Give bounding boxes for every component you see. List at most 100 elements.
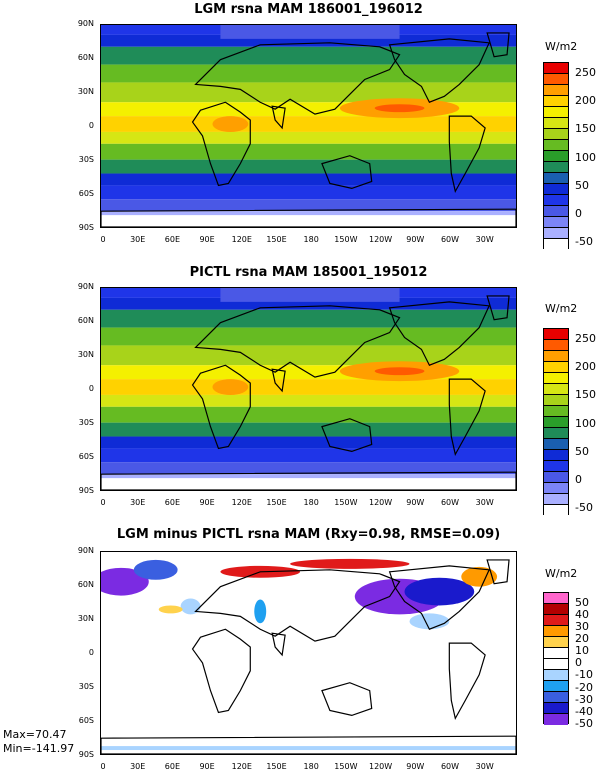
y-tick-label: 30N bbox=[77, 614, 94, 623]
x-tick-label: 180 bbox=[303, 762, 319, 771]
field-patch-core bbox=[374, 104, 425, 113]
legend-unit: W/m2 bbox=[545, 40, 578, 53]
field-band-3 bbox=[101, 327, 516, 346]
legend-level-label: 10 bbox=[575, 644, 589, 658]
coastline-3 bbox=[321, 418, 373, 452]
legend-level-label: 50 bbox=[575, 596, 589, 609]
color-legend bbox=[543, 328, 569, 516]
legend-swatch bbox=[544, 714, 568, 725]
field-antarctic bbox=[101, 215, 516, 227]
field-band-4 bbox=[101, 82, 516, 103]
field-band-6 bbox=[101, 379, 516, 395]
x-tick-label: 60W bbox=[440, 498, 460, 507]
coastline-0 bbox=[191, 101, 251, 187]
x-tick-label: 150W bbox=[334, 762, 358, 771]
x-tick-label: 150E bbox=[266, 762, 287, 771]
legend-swatch bbox=[544, 239, 568, 250]
y-tick-label: 90N bbox=[77, 19, 94, 28]
legend-unit: W/m2 bbox=[545, 302, 578, 315]
x-tick-label: 90E bbox=[199, 498, 215, 507]
legend-swatch bbox=[544, 373, 568, 384]
y-tick-label: 60S bbox=[78, 452, 94, 461]
x-tick-label: 90W bbox=[406, 498, 425, 507]
legend-swatch bbox=[544, 439, 568, 450]
y-tick-label: 90N bbox=[77, 282, 94, 291]
x-tick-label: 120E bbox=[231, 762, 252, 771]
field-band-8 bbox=[101, 143, 516, 160]
legend-swatch bbox=[544, 329, 568, 340]
legend-swatch bbox=[544, 340, 568, 351]
color-legend bbox=[543, 592, 569, 725]
field-arctic bbox=[220, 288, 400, 302]
y-tick-label: 60S bbox=[78, 716, 94, 725]
x-tick-label: 30E bbox=[130, 762, 146, 771]
coastline-0 bbox=[191, 364, 251, 450]
legend-swatch bbox=[544, 505, 568, 516]
legend-swatch bbox=[544, 63, 568, 74]
legend-level-label: 30 bbox=[575, 620, 589, 634]
legend-unit: W/m2 bbox=[545, 567, 578, 580]
field-band-4 bbox=[101, 345, 516, 366]
y-tick-label: 90S bbox=[78, 486, 94, 495]
x-tick-label: 180 bbox=[303, 498, 319, 507]
field-band-9 bbox=[101, 422, 516, 437]
legend-level-label: 20 bbox=[575, 632, 589, 646]
legend-swatch bbox=[544, 74, 568, 85]
field-band-11 bbox=[101, 185, 516, 200]
coastline-7 bbox=[101, 471, 516, 490]
legend-swatch bbox=[544, 659, 568, 670]
x-tick-label: 60E bbox=[164, 235, 180, 244]
coastline-4 bbox=[388, 565, 491, 630]
coastline-0 bbox=[191, 628, 251, 714]
legend-level-label: 0 bbox=[575, 656, 582, 670]
legend-swatch bbox=[544, 483, 568, 494]
legend-swatch bbox=[544, 217, 568, 228]
coastline-7 bbox=[101, 735, 516, 754]
coastline-2 bbox=[271, 105, 286, 130]
legend-swatch bbox=[544, 228, 568, 239]
x-tick-label: 120W bbox=[369, 762, 393, 771]
legend-swatch bbox=[544, 681, 568, 692]
y-tick-label: 60N bbox=[77, 316, 94, 325]
legend-swatch bbox=[544, 384, 568, 395]
y-tick-label: 90N bbox=[77, 546, 94, 555]
diff-antarctic-band bbox=[101, 746, 516, 751]
x-tick-label: 30W bbox=[475, 498, 494, 507]
legend-level-label: -50 bbox=[575, 235, 593, 249]
x-tick-label: 90W bbox=[406, 235, 425, 244]
x-tick-label: 60W bbox=[440, 762, 460, 771]
field-band-10 bbox=[101, 436, 516, 449]
coastline-6 bbox=[486, 559, 510, 585]
legend-swatch bbox=[544, 151, 568, 162]
legend-swatch bbox=[544, 351, 568, 362]
field-patch-atlantic bbox=[212, 379, 249, 395]
legend-level-label: 0 bbox=[575, 207, 582, 221]
diff-blob-8 bbox=[409, 613, 450, 630]
field-band-10 bbox=[101, 173, 516, 186]
legend-swatch bbox=[544, 692, 568, 703]
y-tick-label: 30S bbox=[78, 418, 94, 427]
legend-swatch bbox=[544, 118, 568, 129]
legend-swatch bbox=[544, 615, 568, 626]
y-tick-label: 30S bbox=[78, 155, 94, 164]
x-tick-label: 150W bbox=[334, 235, 358, 244]
coastline-6 bbox=[486, 295, 510, 321]
legend-swatch bbox=[544, 428, 568, 439]
coastline-1 bbox=[194, 42, 401, 115]
x-tick-label: 30W bbox=[475, 762, 494, 771]
field-band-8 bbox=[101, 406, 516, 423]
field-band-6 bbox=[101, 116, 516, 132]
legend-level-label: 150 bbox=[575, 122, 596, 136]
legend-swatch bbox=[544, 362, 568, 373]
legend-level-label: 50 bbox=[575, 444, 589, 458]
coastline-2 bbox=[271, 368, 286, 393]
legend-swatch bbox=[544, 626, 568, 637]
diff-blob-1 bbox=[133, 559, 178, 580]
coastline-7 bbox=[101, 208, 516, 227]
coastline-2 bbox=[271, 632, 286, 657]
field-patch-atlantic bbox=[212, 116, 249, 132]
legend-swatch bbox=[544, 140, 568, 151]
legend-level-label: -20 bbox=[575, 680, 593, 694]
legend-swatch bbox=[544, 648, 568, 659]
legend-swatch bbox=[544, 395, 568, 406]
